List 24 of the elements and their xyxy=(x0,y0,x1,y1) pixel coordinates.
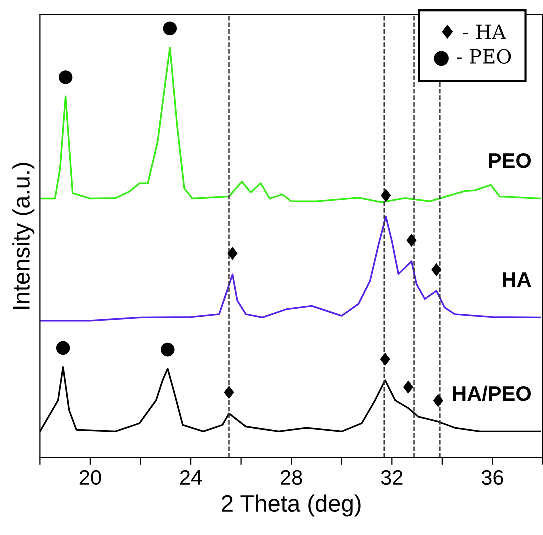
series-label: HA xyxy=(503,272,532,287)
annotation: ♦ xyxy=(406,234,417,248)
annotation: ● - PEO xyxy=(434,49,512,66)
annotation: ● xyxy=(56,341,70,356)
x-tick-label: 20 xyxy=(80,470,102,486)
annotation: ● xyxy=(161,342,175,357)
series-label: PEO xyxy=(489,153,532,168)
x-tick-label: 32 xyxy=(381,470,403,486)
annotation: ♦ xyxy=(403,380,414,394)
annotation: ♦ xyxy=(433,394,444,408)
annotation: ● xyxy=(58,70,73,84)
annotation: ♦ xyxy=(228,247,238,260)
x-axis-title: 2 Theta (deg) xyxy=(222,494,361,517)
x-tick-label: 28 xyxy=(281,470,302,486)
annotation: ● xyxy=(163,22,178,36)
y-axis-title: Intensity (a.u.) xyxy=(12,163,35,310)
x-tick-label: 36 xyxy=(482,470,504,486)
annotation: ♦ xyxy=(381,189,392,202)
series-label: HA/PEO xyxy=(453,386,532,402)
text: ♦ - HA xyxy=(442,24,506,39)
annotation: ♦ xyxy=(432,263,442,277)
annotation: ♦ xyxy=(224,386,234,400)
x-tick-label: 24 xyxy=(180,470,202,485)
annotation: ♦ xyxy=(380,352,390,366)
